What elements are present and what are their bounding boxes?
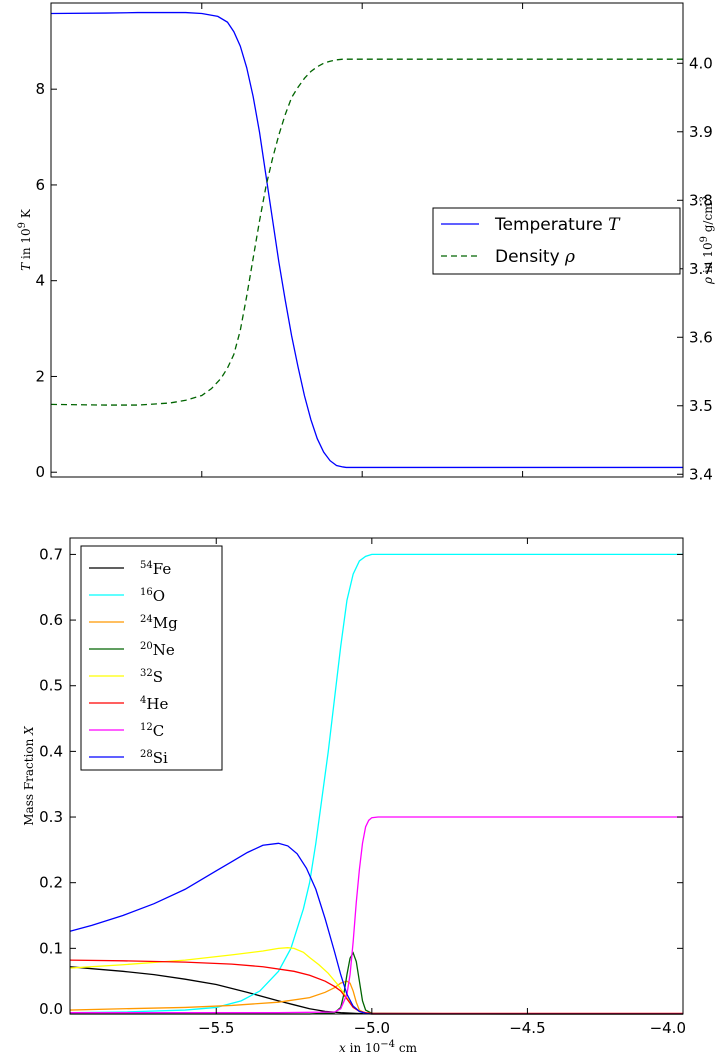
legend-label-temperature: Temperature T	[494, 215, 621, 235]
y-right-tick-label: 3.5	[689, 397, 713, 415]
y-tick-label: 0.5	[39, 677, 63, 695]
legend-label-12c: 12C	[140, 722, 164, 740]
y-right-tick-label: 3.7	[689, 260, 713, 278]
legend-label-20ne: 20Ne	[140, 641, 175, 659]
series-line-density	[50, 58, 683, 406]
x-tick-label: −5.0	[354, 1019, 390, 1037]
legend-label-density: Density ρ	[495, 247, 575, 267]
top-panel: 0 2 4 6 8 3.4 3.5 3.6 3.7 3.8 3.9 4.0 T in 109 K ρ…	[17, 2, 715, 483]
top-legend-box	[432, 207, 681, 275]
top-plot-frame	[50, 2, 684, 478]
series-line-12c	[70, 816, 683, 1014]
y-tick-label: 4	[35, 272, 45, 290]
top-left-axis-label: T in 109 K	[17, 208, 33, 271]
bottom-y-axis-label: Mass Fraction X	[22, 726, 36, 826]
y-tick-label: 6	[35, 176, 45, 194]
y-tick-label: 0.0	[39, 1000, 63, 1018]
x-tick-label: −4.5	[509, 1019, 545, 1037]
legend-label-4he: 4He	[140, 695, 168, 713]
legend-label-24mg: 24Mg	[140, 614, 178, 632]
y-tick-label: 8	[35, 80, 45, 98]
y-tick-label: 0	[35, 463, 45, 481]
y-tick-label: 0.6	[39, 611, 63, 629]
top-series-group	[50, 11, 683, 469]
legend-label-32s: 32S	[140, 668, 163, 686]
bottom-panel: −5.5 −5.0 −4.5 −4.0 0.00.10.20.30.40.50.60.…	[22, 537, 686, 1055]
series-line-temperature	[50, 11, 683, 469]
y-right-tick-label: 3.6	[689, 328, 713, 346]
y-tick-label: 0.4	[39, 742, 63, 760]
y-tick-label: 0.3	[39, 808, 63, 826]
bottom-x-axis-label: x in 10−4 cm	[339, 1039, 418, 1055]
series-line-4he	[69, 959, 683, 1014]
legend-label-28si: 28Si	[140, 749, 168, 767]
bottom-legend-box	[80, 545, 223, 771]
legend-label-16o: 16O	[140, 587, 165, 605]
y-tick-label: 0.2	[39, 874, 63, 892]
legend-label-54fe: 54Fe	[140, 560, 171, 578]
x-tick-label: −4.0	[650, 1019, 686, 1037]
y-right-tick-label: 3.9	[689, 123, 713, 141]
series-line-28si	[69, 842, 683, 1015]
x-tick-label: −5.5	[198, 1019, 234, 1037]
y-right-tick-label: 4.0	[689, 54, 713, 72]
y-right-tick-label: 3.8	[689, 191, 713, 209]
top-x-ticks	[201, 3, 524, 477]
y-right-tick-label: 3.4	[689, 465, 713, 483]
y-tick-label: 2	[35, 367, 45, 385]
top-legend: Temperature T Density ρ	[432, 207, 681, 275]
series-line-24mg	[69, 980, 683, 1015]
y-tick-label: 0.7	[39, 545, 63, 563]
series-line-32s	[69, 947, 683, 1015]
bottom-legend: 54Fe 16O 24Mg 20Ne 32S 4He 12C 28Si	[80, 545, 223, 771]
series-line-16o	[69, 553, 683, 1014]
y-tick-label: 0.1	[39, 939, 63, 957]
series-line-54fe	[69, 966, 683, 1015]
top-left-ticks: 0 2 4 6 8	[35, 80, 57, 481]
bottom-y-ticks: 0.0 0.1 0.2 0.3 0.4 0.5 0.6 0.7	[39, 545, 683, 1018]
bottom-plot-frame	[69, 537, 684, 1015]
bottom-series-group	[69, 553, 683, 1015]
bottom-x-ticks: −5.5 −5.0 −4.5 −4.0	[198, 538, 686, 1037]
top-right-axis-label: ρ in 109 g/cm3	[699, 196, 715, 285]
